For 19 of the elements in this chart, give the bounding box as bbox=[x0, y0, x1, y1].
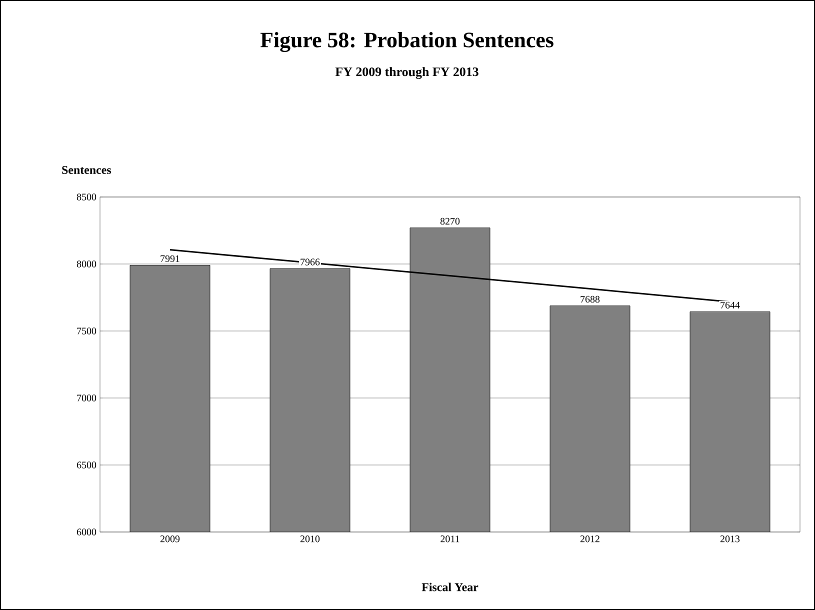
data-label: 7688 bbox=[580, 296, 600, 303]
y-tick-label: 6000 bbox=[76, 528, 96, 536]
x-tick-label: 2009 bbox=[160, 536, 180, 542]
x-tick-label: 2013 bbox=[720, 536, 740, 542]
chart-subtitle: FY 2009 through FY 2013 bbox=[335, 67, 478, 79]
data-label: 7644 bbox=[720, 302, 740, 308]
x-axis-title: Fiscal Year bbox=[422, 582, 478, 592]
x-tick-label: 2012 bbox=[580, 536, 600, 542]
y-tick-label: 8500 bbox=[76, 194, 96, 200]
y-tick-label: 8000 bbox=[76, 260, 96, 268]
y-tick-label: 6500 bbox=[76, 462, 96, 468]
y-tick-label: 7000 bbox=[77, 394, 96, 402]
y-tick-label: 7500 bbox=[77, 328, 96, 334]
x-tick-label: 2010 bbox=[300, 536, 320, 542]
y-axis-title: Sentences bbox=[62, 166, 112, 174]
data-label: 8270 bbox=[440, 218, 460, 225]
x-tick-label: 2011 bbox=[440, 536, 460, 542]
chart-title: Figure 58: Probation Sentences bbox=[260, 32, 554, 52]
data-label: 7991 bbox=[160, 255, 180, 262]
